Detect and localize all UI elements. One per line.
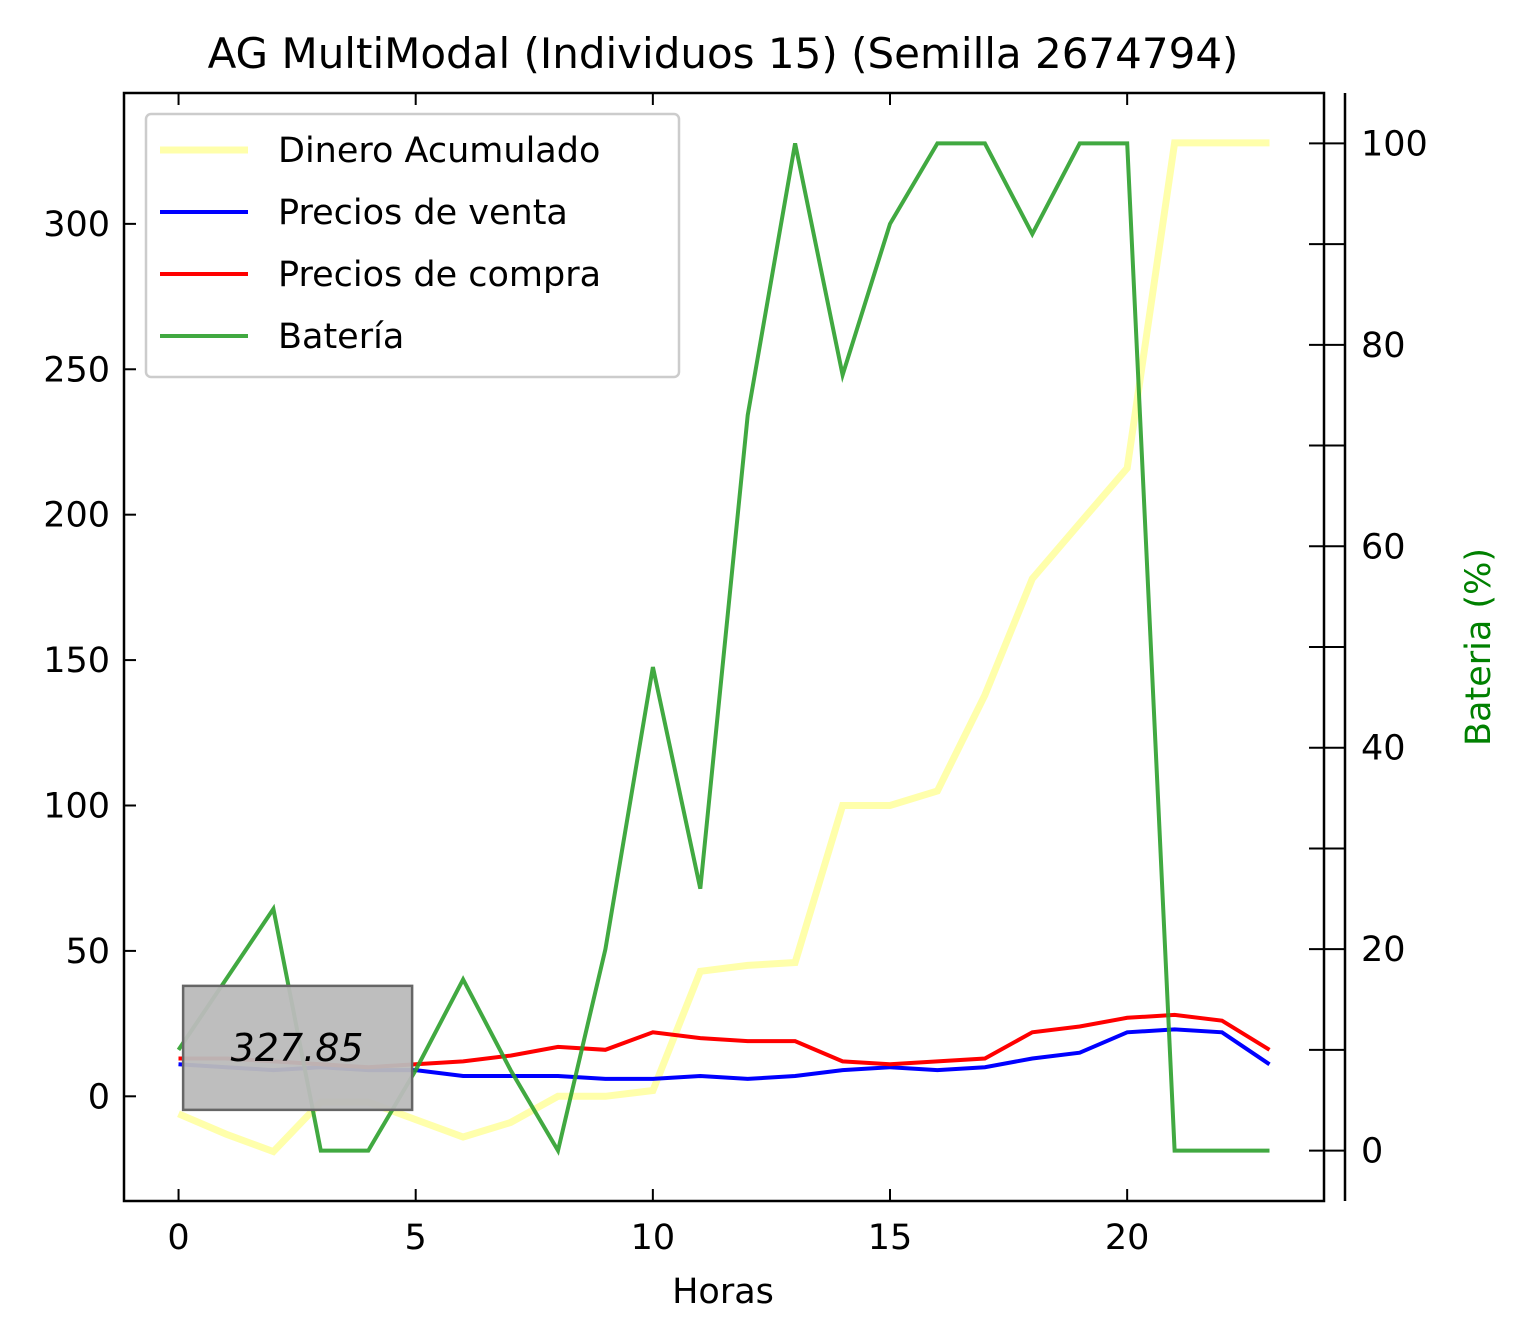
legend-label: Dinero Acumulado bbox=[278, 131, 600, 171]
y2-tick-label: 40 bbox=[1361, 729, 1406, 769]
y-tick-label: 150 bbox=[43, 641, 110, 681]
x-tick-label: 20 bbox=[1105, 1218, 1150, 1258]
x-axis-label: Horas bbox=[672, 1272, 774, 1312]
y2-tick-label: 80 bbox=[1361, 326, 1406, 366]
legend-label: Precios de compra bbox=[278, 255, 601, 295]
y2-axis-label: Bateria (%) bbox=[1459, 548, 1499, 746]
legend: Dinero Acumulado Precios de venta Precios … bbox=[144, 112, 681, 379]
y2-tick-label: 0 bbox=[1361, 1132, 1383, 1172]
y-tick-label: 300 bbox=[43, 205, 110, 245]
plot-area: 327.85 bbox=[176, 139, 1271, 1156]
legend-label: Batería bbox=[278, 317, 404, 357]
y2-tick-label: 20 bbox=[1361, 930, 1406, 970]
annotation-text: 327.85 bbox=[231, 1026, 364, 1070]
y-tick-label: 0 bbox=[88, 1077, 110, 1117]
x-tick-label: 5 bbox=[405, 1218, 427, 1258]
x-tick-label: 0 bbox=[167, 1218, 189, 1258]
legend-label: Precios de venta bbox=[278, 193, 568, 233]
x-tick-label: 10 bbox=[631, 1218, 676, 1258]
y-tick-label: 100 bbox=[43, 786, 110, 826]
legend-box bbox=[144, 112, 681, 379]
y2-tick-label: 100 bbox=[1361, 124, 1428, 164]
y2-tick-label: 60 bbox=[1361, 527, 1406, 567]
series-line-bater-a bbox=[176, 141, 1270, 1156]
y-tick-label: 250 bbox=[43, 350, 110, 390]
annotation-box bbox=[181, 984, 414, 1112]
chart-title: AG MultiModal (Individuos 15) (Semilla 2… bbox=[208, 29, 1239, 78]
y-tick-label: 50 bbox=[65, 932, 110, 972]
x-tick-label: 15 bbox=[868, 1218, 913, 1258]
y-tick-label: 200 bbox=[43, 496, 110, 536]
